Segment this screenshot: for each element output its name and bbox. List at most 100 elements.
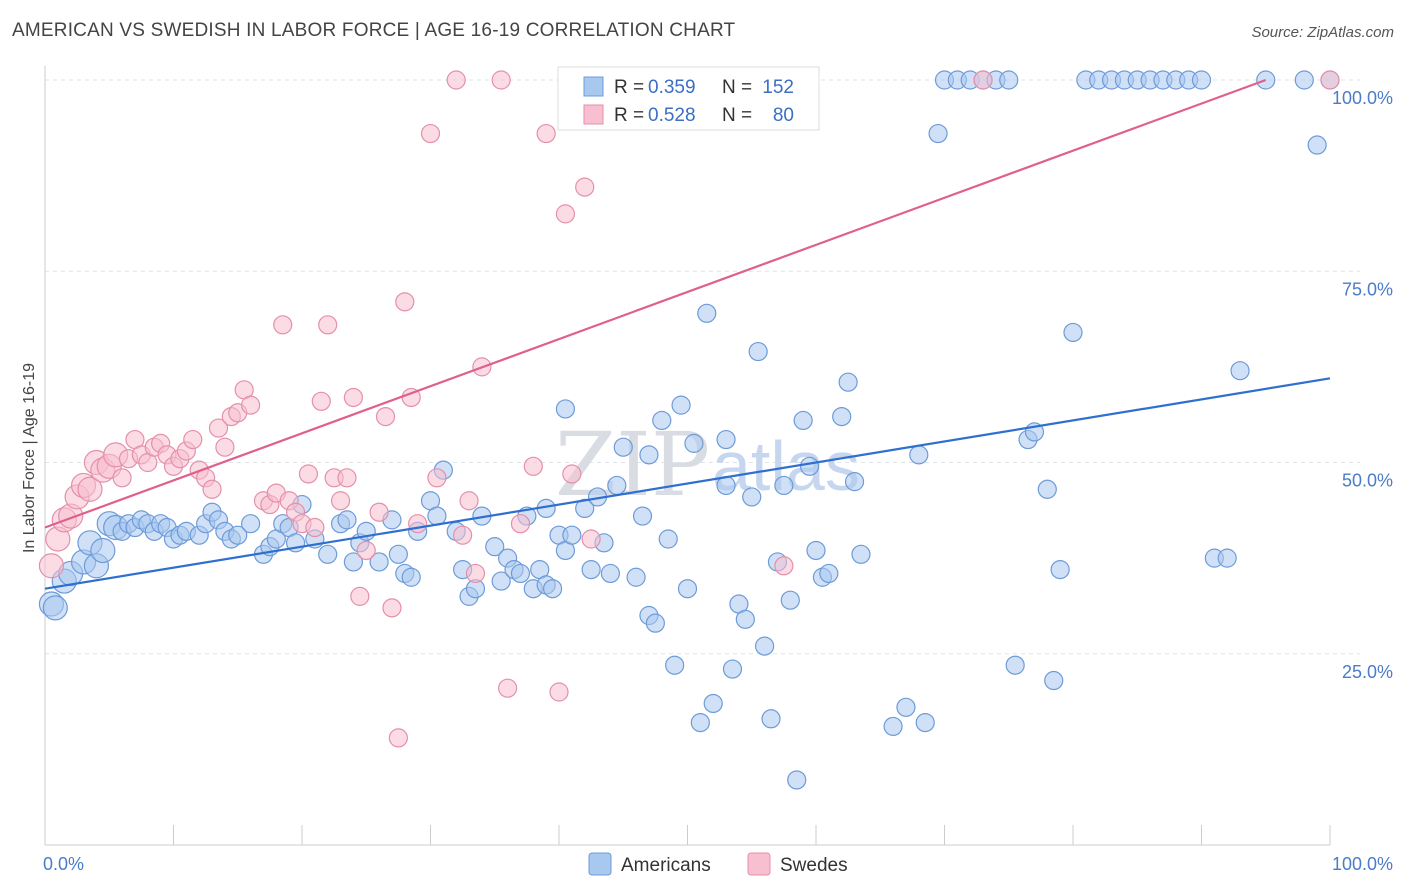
americans-trend-line xyxy=(44,377,1331,590)
swedes-point xyxy=(330,491,351,511)
swedes-point xyxy=(420,123,441,144)
swedes-point xyxy=(202,479,222,499)
swedes-point xyxy=(408,514,428,534)
americans-point xyxy=(607,475,627,496)
swedes-point xyxy=(337,468,357,488)
americans-point xyxy=(999,70,1019,90)
swedes-point xyxy=(38,553,65,579)
americans-point xyxy=(343,552,363,572)
americans-point xyxy=(665,655,685,675)
americans-point xyxy=(690,712,710,733)
swedes-point xyxy=(536,123,556,144)
americans-point xyxy=(1230,361,1250,381)
americans-legend-label: Americans xyxy=(621,855,711,876)
americans-point xyxy=(645,613,665,633)
americans-point xyxy=(1063,322,1083,343)
swedes-point xyxy=(427,468,447,488)
americans-point xyxy=(761,709,781,729)
americans-point xyxy=(909,445,929,465)
americans-point xyxy=(632,506,653,526)
swedes-point xyxy=(273,315,293,335)
grid-lines xyxy=(45,79,1360,655)
watermark-zip: ZIP xyxy=(555,413,710,516)
americans-point xyxy=(581,559,601,580)
swedes-point xyxy=(356,540,376,561)
americans-point xyxy=(318,544,338,564)
swedes-point xyxy=(318,315,338,335)
swedes-legend-label: Swedes xyxy=(780,855,848,876)
y-axis-label: In Labor Force | Age 16-19 xyxy=(21,363,38,553)
swedes-point xyxy=(498,678,518,698)
swedes-point xyxy=(549,682,569,702)
swedes-point xyxy=(555,204,576,224)
americans-point xyxy=(928,123,948,144)
americans-point xyxy=(1005,655,1025,675)
y-tick-label: 25.0% xyxy=(1342,662,1393,682)
n-label: N = xyxy=(722,77,752,98)
americans-point xyxy=(1307,135,1327,155)
americans-point xyxy=(793,410,813,431)
americans-point xyxy=(806,540,826,561)
americans-point xyxy=(241,514,261,534)
swedes-point xyxy=(350,586,370,606)
americans-point xyxy=(652,410,672,431)
swedes-point xyxy=(523,456,543,476)
americans-point xyxy=(1217,548,1237,568)
americans-point xyxy=(90,537,116,564)
americans-point xyxy=(388,544,408,564)
swedes-point xyxy=(581,529,601,549)
swedes-point xyxy=(491,70,511,90)
n-value: 80 xyxy=(773,105,794,126)
americans-point xyxy=(844,472,865,492)
watermark: ZIP atlas xyxy=(555,413,860,516)
americans-point xyxy=(485,537,505,557)
americans-point xyxy=(600,563,621,584)
americans-point xyxy=(838,372,858,392)
americans-point xyxy=(1294,70,1314,90)
axes xyxy=(44,66,1331,846)
americans-point xyxy=(613,437,633,457)
swedes-point xyxy=(208,418,229,438)
r-value: 0.359 xyxy=(648,77,696,98)
series-legend: Americans Swedes xyxy=(588,852,848,876)
americans-point xyxy=(562,525,582,545)
swedes-legend-swatch xyxy=(747,852,771,876)
swedes-point xyxy=(446,70,466,90)
americans-point xyxy=(703,693,723,714)
americans-point xyxy=(542,579,563,599)
americans-point xyxy=(819,563,839,584)
swedes-point xyxy=(112,468,132,488)
swedes-point xyxy=(459,491,479,511)
americans-point xyxy=(510,563,531,584)
trend-lines xyxy=(44,78,1331,590)
r-value: 0.528 xyxy=(648,105,696,126)
americans-point xyxy=(716,429,736,450)
x-tick-labels: 0.0% 100.0% xyxy=(43,854,1393,874)
americans-point xyxy=(1050,559,1070,580)
americans-point xyxy=(427,506,447,526)
americans-point xyxy=(915,712,935,733)
swedes-point xyxy=(510,514,531,534)
americans-point xyxy=(697,303,717,323)
americans-point xyxy=(491,571,511,591)
americans-point xyxy=(896,697,916,717)
americans-point xyxy=(401,567,421,587)
swedes-point xyxy=(774,556,794,576)
americans-point xyxy=(1044,670,1064,691)
swedes-point xyxy=(395,292,415,312)
x-tick-label-min: 0.0% xyxy=(43,854,84,874)
americans-point xyxy=(228,525,248,545)
americans-point xyxy=(369,552,389,572)
swedes-point xyxy=(575,177,595,197)
americans-point xyxy=(748,341,768,362)
y-tick-label: 50.0% xyxy=(1342,471,1393,491)
swedes-point xyxy=(382,598,402,618)
chart-title: AMERICAN VS SWEDISH IN LABOR FORCE | AGE… xyxy=(12,20,736,41)
americans-point xyxy=(742,487,762,507)
swedes-point xyxy=(1320,70,1340,90)
swedes-point xyxy=(369,502,389,522)
swedes-point xyxy=(375,407,396,427)
n-value: 152 xyxy=(762,77,794,98)
swedes-point xyxy=(343,387,363,408)
